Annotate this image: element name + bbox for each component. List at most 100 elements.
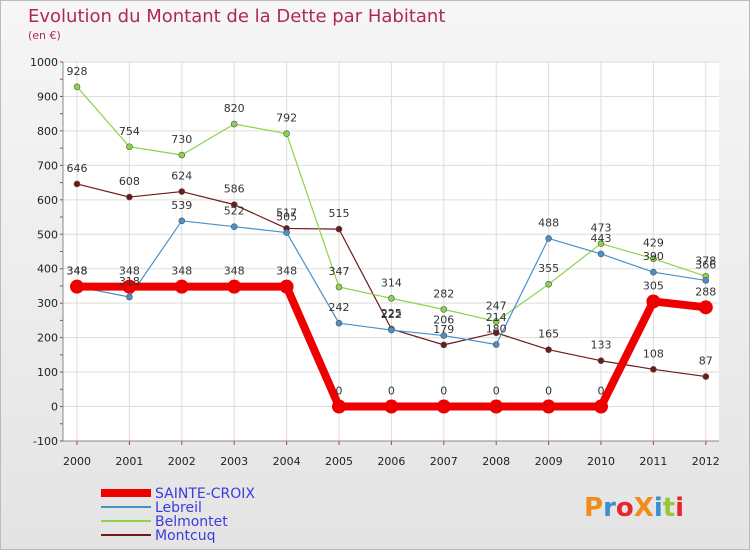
x-tick-label: 2009 [535, 455, 563, 468]
data-point [70, 279, 84, 294]
x-tick-label: 2008 [482, 455, 510, 468]
data-label: 348 [119, 265, 140, 278]
data-point [332, 399, 346, 414]
y-tick-label: 300 [37, 297, 58, 310]
x-tick-label: 2003 [220, 455, 248, 468]
y-tick-label: -100 [33, 435, 58, 448]
data-label: 608 [119, 175, 140, 188]
data-label: 473 [591, 222, 612, 235]
data-point [178, 188, 186, 195]
data-label: 133 [591, 339, 612, 352]
data-label: 348 [276, 265, 297, 278]
data-label: 754 [119, 125, 140, 138]
data-label: 314 [381, 276, 402, 289]
data-point [230, 223, 238, 230]
data-label: 586 [224, 183, 245, 196]
y-tick-label: 0 [51, 401, 58, 414]
x-tick-label: 2012 [692, 455, 720, 468]
data-point [650, 366, 657, 373]
data-label: 366 [695, 258, 716, 271]
proxiti-logo: ProXiti [584, 493, 684, 523]
data-label: 390 [643, 250, 664, 263]
chart-subtitle: (en €) [28, 29, 61, 42]
data-label: 348 [67, 265, 88, 278]
data-label: 305 [643, 279, 664, 292]
data-point [702, 277, 710, 284]
data-point [545, 235, 552, 242]
data-point [388, 326, 395, 334]
data-label: 730 [171, 133, 192, 146]
x-tick-label: 2004 [273, 455, 301, 468]
data-label: 0 [598, 385, 605, 398]
data-point [492, 341, 500, 348]
data-point [440, 341, 448, 349]
data-label: 522 [224, 205, 245, 218]
data-point [283, 229, 290, 236]
data-point [436, 399, 451, 414]
data-point [126, 143, 133, 151]
data-point [335, 319, 343, 327]
data-label: 247 [486, 299, 507, 312]
data-label: 347 [329, 265, 350, 278]
x-tick-label: 2010 [587, 455, 615, 468]
x-tick-label: 2001 [115, 455, 143, 468]
data-label: 179 [433, 323, 454, 336]
data-point [230, 201, 238, 208]
y-tick-label: 500 [37, 228, 58, 241]
data-point [122, 279, 137, 294]
data-label: 517 [276, 206, 297, 219]
data-point [335, 283, 343, 291]
x-tick-label: 2007 [430, 455, 458, 468]
data-label: 108 [643, 347, 664, 360]
data-point [279, 279, 294, 294]
data-label: 0 [336, 385, 343, 398]
data-point [335, 225, 343, 233]
logo-letter: o [616, 493, 634, 523]
data-point [597, 240, 605, 247]
data-label: 348 [224, 265, 245, 278]
data-label: 355 [538, 262, 559, 275]
data-label: 288 [695, 285, 716, 298]
data-point [384, 399, 399, 414]
x-tick-label: 2011 [639, 455, 667, 468]
data-label: 429 [643, 237, 664, 250]
y-tick-label: 600 [37, 194, 58, 207]
data-label: 505 [276, 211, 297, 224]
data-point [492, 329, 500, 337]
data-label: 624 [171, 170, 192, 183]
data-point [492, 318, 500, 325]
data-label: 222 [381, 308, 402, 321]
data-label: 87 [699, 355, 713, 368]
data-label: 242 [329, 301, 350, 314]
data-point [650, 268, 657, 276]
data-point [597, 357, 605, 365]
data-point [545, 280, 552, 288]
data-label: 165 [538, 328, 559, 341]
data-point [545, 346, 552, 353]
legend-label: Lebreil [155, 500, 202, 516]
data-point [594, 399, 608, 414]
data-label: 646 [67, 162, 88, 175]
data-point [650, 255, 657, 263]
data-label: 378 [695, 254, 716, 267]
data-point [227, 279, 242, 294]
y-tick-label: 1000 [30, 56, 58, 69]
data-label: 792 [276, 112, 297, 125]
data-point [230, 120, 238, 128]
data-label: 539 [171, 199, 192, 212]
data-label: 515 [329, 207, 350, 220]
data-point [126, 293, 133, 301]
logo-letter: X [634, 493, 654, 523]
y-tick-label: 800 [37, 125, 58, 138]
chart-title: Evolution du Montant de la Dette par Hab… [28, 6, 446, 27]
data-label: 443 [591, 232, 612, 245]
data-label: 214 [486, 311, 507, 324]
data-point [73, 180, 81, 188]
data-label: 0 [493, 385, 500, 398]
data-point [283, 130, 290, 137]
data-point [541, 399, 556, 414]
y-tick-label: 700 [37, 159, 58, 172]
data-label: 282 [433, 287, 454, 300]
